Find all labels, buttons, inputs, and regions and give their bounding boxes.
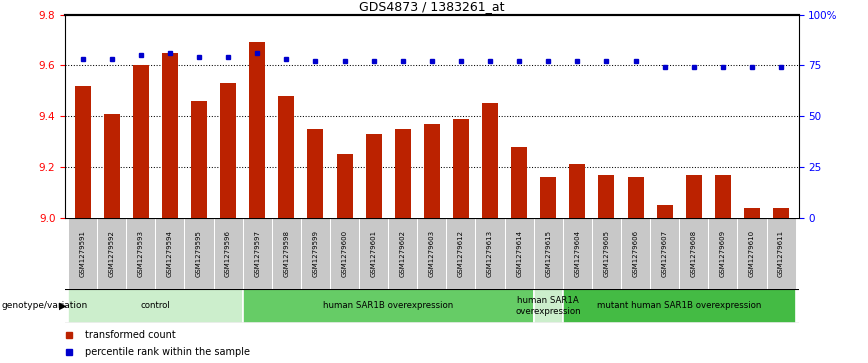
Bar <box>301 218 330 289</box>
Bar <box>715 175 731 218</box>
Bar <box>680 218 708 289</box>
Text: GSM1279592: GSM1279592 <box>108 230 115 277</box>
Text: GSM1279591: GSM1279591 <box>80 230 86 277</box>
Bar <box>214 218 243 289</box>
Bar <box>395 129 411 218</box>
Bar <box>184 218 214 289</box>
Text: GSM1279605: GSM1279605 <box>603 230 609 277</box>
Text: GSM1279596: GSM1279596 <box>225 230 231 277</box>
Text: GSM1279597: GSM1279597 <box>254 230 260 277</box>
Bar <box>97 218 126 289</box>
Text: GSM1279595: GSM1279595 <box>196 230 202 277</box>
Title: GDS4873 / 1383261_at: GDS4873 / 1383261_at <box>359 0 504 13</box>
Bar <box>453 119 469 218</box>
Text: GSM1279610: GSM1279610 <box>749 230 755 277</box>
Bar <box>418 218 446 289</box>
Text: human SAR1B overexpression: human SAR1B overexpression <box>323 301 453 310</box>
Text: control: control <box>141 301 170 310</box>
Text: GSM1279609: GSM1279609 <box>720 230 726 277</box>
Bar <box>569 164 585 218</box>
Bar <box>773 208 789 218</box>
Text: GSM1279615: GSM1279615 <box>545 230 551 277</box>
Text: GSM1279613: GSM1279613 <box>487 230 493 277</box>
Text: GSM1279601: GSM1279601 <box>371 230 377 277</box>
Bar <box>446 218 476 289</box>
Bar <box>191 101 207 218</box>
Bar <box>476 218 504 289</box>
Bar <box>68 218 97 289</box>
Bar <box>534 289 562 323</box>
Bar <box>504 218 534 289</box>
Bar <box>359 218 388 289</box>
Text: GSM1279599: GSM1279599 <box>312 230 319 277</box>
Bar <box>388 218 418 289</box>
Bar <box>744 208 760 218</box>
Bar <box>155 218 184 289</box>
Bar <box>243 218 272 289</box>
Bar <box>562 218 592 289</box>
Text: GSM1279604: GSM1279604 <box>575 230 581 277</box>
Text: transformed count: transformed count <box>85 330 176 339</box>
Bar <box>161 53 178 218</box>
Bar <box>220 83 236 218</box>
Bar <box>68 289 243 323</box>
Text: genotype/variation: genotype/variation <box>2 301 88 310</box>
Bar <box>337 154 352 218</box>
Text: mutant human SAR1B overexpression: mutant human SAR1B overexpression <box>597 301 761 310</box>
Text: GSM1279612: GSM1279612 <box>458 230 464 277</box>
Bar <box>126 218 155 289</box>
Bar <box>686 175 702 218</box>
Text: GSM1279593: GSM1279593 <box>138 230 144 277</box>
Text: GSM1279602: GSM1279602 <box>400 230 405 277</box>
Text: GSM1279598: GSM1279598 <box>283 230 289 277</box>
Bar <box>307 129 324 218</box>
Text: GSM1279594: GSM1279594 <box>167 230 173 277</box>
Bar <box>657 205 673 218</box>
Bar <box>482 103 498 218</box>
Bar <box>424 124 440 218</box>
Bar <box>540 177 556 218</box>
Bar <box>621 218 650 289</box>
Bar <box>598 175 615 218</box>
Bar <box>562 289 796 323</box>
Bar <box>75 86 90 218</box>
Bar <box>249 42 266 218</box>
Bar <box>133 65 148 218</box>
Bar <box>103 114 120 218</box>
Bar <box>272 218 301 289</box>
Bar <box>511 147 527 218</box>
Bar <box>650 218 680 289</box>
Text: GSM1279614: GSM1279614 <box>516 230 523 277</box>
Bar <box>708 218 738 289</box>
Bar <box>766 218 796 289</box>
Text: ▶: ▶ <box>59 301 67 311</box>
Bar <box>365 134 382 218</box>
Text: GSM1279603: GSM1279603 <box>429 230 435 277</box>
Text: GSM1279608: GSM1279608 <box>691 230 697 277</box>
Text: human SAR1A
overexpression: human SAR1A overexpression <box>516 296 581 315</box>
Text: GSM1279600: GSM1279600 <box>341 230 347 277</box>
Text: percentile rank within the sample: percentile rank within the sample <box>85 347 250 357</box>
Bar <box>243 289 534 323</box>
Text: GSM1279607: GSM1279607 <box>661 230 667 277</box>
Bar <box>628 177 643 218</box>
Bar <box>279 96 294 218</box>
Text: GSM1279606: GSM1279606 <box>633 230 639 277</box>
Bar <box>738 218 766 289</box>
Bar <box>534 218 562 289</box>
Bar <box>592 218 621 289</box>
Text: GSM1279611: GSM1279611 <box>778 230 784 277</box>
Bar <box>330 218 359 289</box>
